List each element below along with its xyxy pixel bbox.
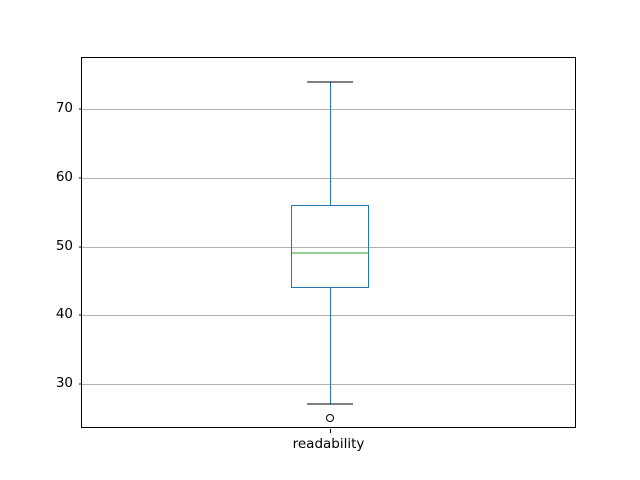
y-tick-label: 30: [55, 374, 73, 391]
plot-area: [78, 58, 575, 433]
median-line: [290, 252, 369, 254]
y-tick-label: 50: [55, 237, 73, 254]
gridline-y: [82, 178, 575, 179]
plot-axes: [78, 57, 576, 433]
whisker-upper: [329, 82, 331, 206]
y-tick-mark: [78, 314, 82, 316]
y-tick-label: 60: [55, 169, 73, 185]
cap-lower: [306, 403, 353, 405]
gridline-y: [82, 109, 575, 111]
gridline-y: [82, 246, 575, 248]
y-tick-mark: [78, 177, 82, 179]
y-tick-mark: [78, 246, 82, 248]
y-tick-label: 70: [55, 100, 73, 117]
y-tick-mark: [78, 108, 82, 110]
whisker-lower: [329, 287, 331, 405]
outlier-marker: [325, 414, 334, 423]
gridline-y: [82, 383, 575, 385]
x-tick-mark: [329, 429, 331, 433]
y-tick-label: 40: [55, 306, 73, 323]
x-tick-label-readability: readability: [292, 436, 365, 452]
box-iqr: [290, 205, 369, 288]
gridline-y: [82, 315, 575, 317]
cap-upper: [306, 81, 353, 83]
y-tick-mark: [78, 383, 82, 385]
